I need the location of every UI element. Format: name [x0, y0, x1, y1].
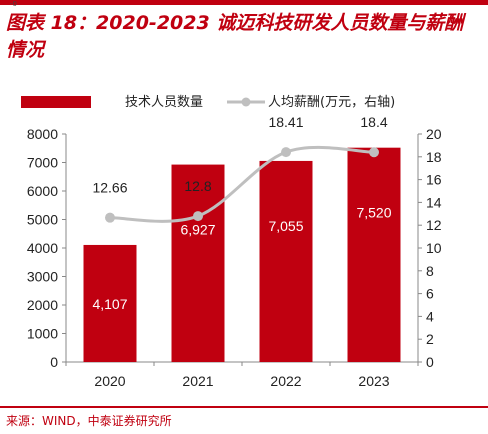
- y-right-tick-label: 8: [426, 263, 434, 279]
- line-point: [369, 147, 379, 158]
- y-left-tick-label: 8000: [27, 126, 58, 142]
- y-right-tick-label: 6: [426, 286, 434, 302]
- y-left-tick-label: 7000: [27, 155, 58, 171]
- source-note: 来源：WIND，中泰证券研究所: [6, 414, 172, 428]
- line-value-label: 12.8: [184, 178, 211, 194]
- y-right-tick-label: 16: [426, 172, 442, 188]
- bar-value-label: 6,927: [180, 222, 215, 238]
- data-labels: 4,107 6,927 7,055 7,520 12.66 12.8 18.41 18.4: [92, 114, 391, 312]
- legend: 技术人员数量 人均薪酬(万元，右轴): [21, 95, 395, 110]
- line-point: [105, 212, 115, 223]
- y-right-tick-label: 12: [426, 217, 442, 233]
- y-right-tick-label: 18: [426, 149, 442, 165]
- bar: [171, 164, 225, 362]
- legend-bar-label: 技术人员数量: [125, 95, 203, 110]
- bar-value-label: 4,107: [92, 296, 127, 312]
- y-left-tick-label: 2000: [27, 297, 58, 313]
- bar: [347, 147, 401, 362]
- line-value-label: 18.41: [268, 114, 303, 130]
- y-right-tick-label: 0: [426, 354, 434, 370]
- line-value-label: 12.66: [92, 180, 127, 196]
- y-left-tick-label: 4000: [27, 240, 58, 256]
- bar-value-label: 7,055: [268, 218, 303, 234]
- y-right-tick-label: 20: [426, 126, 442, 142]
- line-value-label: 18.4: [360, 114, 387, 130]
- y-right-tick-label: 14: [426, 194, 442, 210]
- chart-title: 图表 18：2020-2023 诚迈科技研发人员数量与薪酬情况: [6, 12, 464, 61]
- y-left-tick-label: 1000: [27, 326, 58, 342]
- legend-bar-swatch: [21, 96, 91, 108]
- y-left-tick-label: 6000: [27, 183, 58, 199]
- line-series: [105, 145, 379, 223]
- line-point: [193, 211, 203, 222]
- y-right-tick-label: 4: [426, 308, 434, 324]
- x-tick-label: 2022: [270, 373, 301, 389]
- x-tick-label: 2023: [358, 373, 389, 389]
- bar: [259, 160, 313, 362]
- line-point: [281, 147, 291, 158]
- x-tick-label: 2020: [94, 373, 125, 389]
- axes: 0 1000 2000 3000 4000 5000 6000 7000 8000 0 2 4 6 8 10…: [27, 126, 442, 389]
- y-right-tick-label: 2: [426, 331, 434, 347]
- legend-line-label: 人均薪酬(万元，右轴): [268, 95, 395, 110]
- legend-line-marker: [241, 97, 251, 107]
- header-mark: -0: [10, 0, 17, 8]
- bar: [83, 244, 137, 362]
- bars: [83, 147, 401, 362]
- y-left-tick-label: 0: [50, 354, 58, 370]
- top-rule: [0, 0, 488, 5]
- y-left-tick-label: 3000: [27, 269, 58, 285]
- y-left-tick-label: 5000: [27, 212, 58, 228]
- bottom-rule: [0, 406, 488, 408]
- series-line: [109, 145, 375, 223]
- x-tick-label: 2021: [182, 373, 213, 389]
- bar-value-label: 7,520: [356, 205, 391, 221]
- y-right-tick-label: 10: [426, 240, 442, 256]
